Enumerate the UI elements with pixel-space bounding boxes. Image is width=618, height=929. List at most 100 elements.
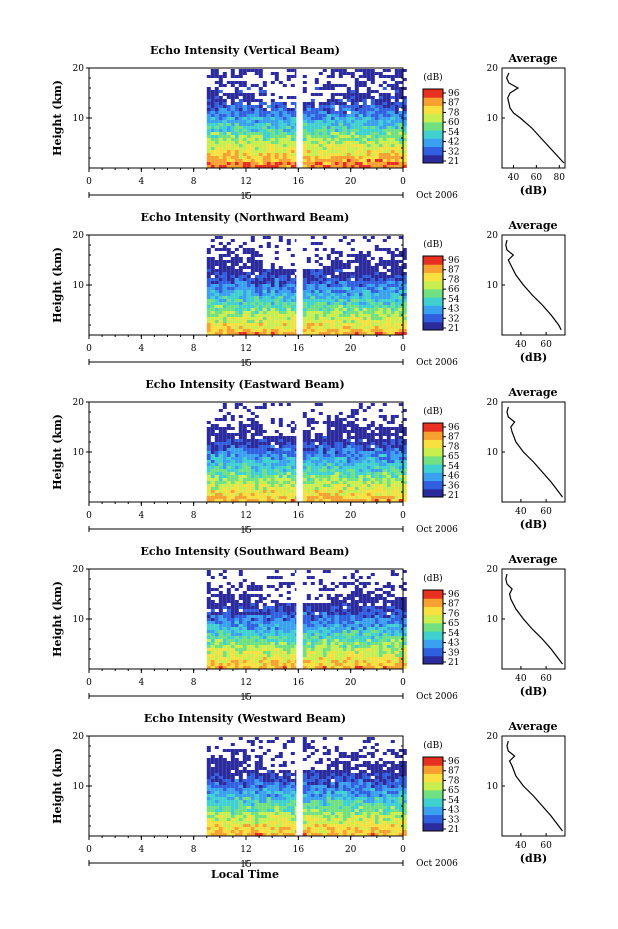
heatmap-cell [222, 150, 227, 153]
heatmap-cell [246, 69, 251, 72]
heatmap-cell [394, 475, 399, 478]
heatmap-cell [246, 293, 251, 296]
heatmap-cell [322, 266, 327, 269]
heatmap-cell [222, 442, 227, 445]
heatmap-cell [322, 278, 327, 281]
heatmap-cell [334, 666, 339, 669]
heatmap-cell [262, 323, 267, 326]
heatmap-cell [278, 439, 283, 442]
colorbar-tick-label: 78 [448, 275, 460, 285]
heatmap-cell [210, 600, 215, 603]
avg-frame [501, 67, 566, 169]
heatmap-cell [402, 320, 407, 323]
heatmap-cell [362, 81, 367, 84]
heatmap-cell [326, 254, 331, 257]
heatmap-cell [258, 293, 263, 296]
heatmap-cell [234, 496, 239, 499]
heatmap-cell [302, 278, 307, 281]
heatmap-cell [266, 308, 271, 311]
heatmap-cell [326, 269, 331, 272]
heatmap-cell [230, 135, 235, 138]
avg-title: Average [507, 219, 557, 232]
heatmap-cell [242, 442, 247, 445]
heatmap-cell [218, 433, 223, 436]
heatmap-cell [322, 305, 327, 308]
heatmap-cell [354, 90, 359, 93]
heatmap-cell [370, 320, 375, 323]
heatmap-cell [282, 657, 287, 660]
heatmap-cell [246, 657, 251, 660]
heatmap-cell [362, 418, 367, 421]
heatmap-cell [378, 75, 383, 78]
heatmap-cell [358, 251, 363, 254]
heatmap-cell [330, 666, 335, 669]
heatmap-cell [262, 609, 267, 612]
heatmap-cell [262, 657, 267, 660]
heatmap-cell [214, 317, 219, 320]
heatmap-cell [378, 323, 383, 326]
heatmap-cell [326, 612, 331, 615]
heatmap-cell [314, 123, 319, 126]
heatmap-cell [366, 445, 371, 448]
heatmap-cell [238, 114, 243, 117]
heatmap-cell [390, 120, 395, 123]
heatmap-cell [358, 320, 363, 323]
heatmap-cell [210, 627, 215, 630]
heatmap-cell [238, 472, 243, 475]
heatmap-cell [262, 648, 267, 651]
heatmap-cell [330, 281, 335, 284]
heatmap-cell [226, 442, 231, 445]
heatmap-cell [358, 254, 363, 257]
heatmap-cell [366, 406, 371, 409]
heatmap-cell [302, 630, 307, 633]
heatmap-cell [338, 117, 343, 120]
heatmap-cell [238, 606, 243, 609]
heatmap-cell [334, 323, 339, 326]
heatmap-cell [302, 430, 307, 433]
heatmap-cell [346, 147, 351, 150]
heatmap-cell [346, 162, 351, 165]
heatmap-cell [258, 651, 263, 654]
heatmap-cell [210, 499, 215, 502]
heatmap-cell [274, 618, 279, 621]
heatmap-cell [258, 594, 263, 597]
heatmap-cell [362, 493, 367, 496]
heatmap-cell [342, 69, 347, 72]
heatmap-cell [390, 260, 395, 263]
heatmap-cell [206, 630, 211, 633]
heatmap-cell [302, 126, 307, 129]
heatmap-cell [222, 287, 227, 290]
heatmap-cell [266, 460, 271, 463]
heatmap-cell [318, 269, 323, 272]
heatmap-cell [374, 153, 379, 156]
heatmap-cell [350, 493, 355, 496]
heatmap-cell [350, 451, 355, 454]
heatmap-cell [250, 633, 255, 636]
heatmap-cell [374, 323, 379, 326]
heatmap-cell [274, 663, 279, 666]
heatmap-cell [382, 153, 387, 156]
heatmap-cell [274, 129, 279, 132]
colorbar-unit: (dB) [423, 72, 442, 83]
heatmap-cell [218, 299, 223, 302]
heatmap-cell [318, 463, 323, 466]
avg-x-tick-label: 40 [508, 173, 520, 183]
heatmap-cell [378, 93, 383, 96]
heatmap-cell [246, 490, 251, 493]
heatmap-cell [318, 582, 323, 585]
heatmap-cell [382, 102, 387, 105]
heatmap-cell [222, 159, 227, 162]
heatmap-cell [206, 430, 211, 433]
heatmap-cell [326, 159, 331, 162]
heatmap-cell [214, 275, 219, 278]
heatmap-cell [270, 284, 275, 287]
heatmap-cell [330, 597, 335, 600]
heatmap-cell [250, 239, 255, 242]
heatmap-cell [382, 138, 387, 141]
heatmap-cell [218, 639, 223, 642]
heatmap-cell [338, 412, 343, 415]
heatmap-cell [258, 600, 263, 603]
heatmap-cell [318, 666, 323, 669]
heatmap-cell [246, 150, 251, 153]
heatmap-cell [242, 600, 247, 603]
